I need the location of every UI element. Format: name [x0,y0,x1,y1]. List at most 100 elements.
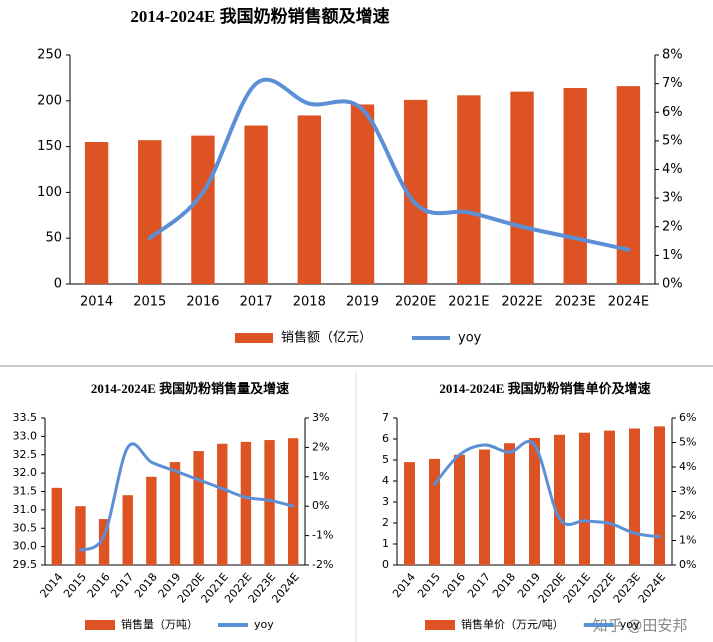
x-tick-label: 2019 [346,295,379,310]
bar [504,443,515,565]
bar [563,87,587,284]
y-tick-label: 0 [382,558,389,571]
x-tick-label: 2018 [490,571,518,601]
x-tick-label: 2014 [80,295,113,310]
y-tick-label: 29.5 [13,558,38,571]
line [147,77,631,252]
y2-tick-label: 0% [679,558,696,571]
legend-label: 销售量（万吨） [121,617,198,631]
bar [75,506,86,565]
x-tick-label: 2021E [448,295,489,310]
y-tick-label: 0 [54,277,62,292]
y2-tick-label: 1% [312,470,329,483]
y2-tick-label: 8% [662,48,683,63]
y-tick-label: 7 [382,411,389,424]
legend-swatch [425,620,455,630]
bar [244,125,268,284]
y-tick-label: 2 [382,516,389,529]
y2-tick-label: 3% [679,485,696,498]
y2-tick-label: 0% [312,499,329,512]
x-tick-label: 2022E [501,295,542,310]
y-tick-label: 50 [45,231,62,246]
chart-title: 2014-2024E 我国奶粉销售单价及增速 [439,381,650,396]
y2-tick-label: 2% [312,440,329,453]
bar [629,428,640,565]
bar [169,462,181,565]
x-tick-label: 2016 [440,571,468,601]
bar [529,437,540,565]
y2-tick-label: -2% [312,558,333,571]
y2-tick-label: 5% [679,436,696,449]
y2-tick-label: 1% [662,248,683,263]
chart-title: 2014-2024E 我国奶粉销售额及增速 [130,6,389,26]
watermark: 知乎 @田安邦 [593,617,688,635]
x-tick-label: 2017 [240,295,273,310]
legend-label: yoy [254,618,274,631]
x-tick-label: 2016 [186,295,219,310]
y2-tick-label: 5% [662,133,683,148]
bar [404,462,415,565]
chart-title: 2014-2024E 我国奶粉销售量及增速 [91,381,289,396]
bar [98,519,110,565]
bar [616,86,641,284]
x-tick-label: 2020E [395,295,436,310]
legend-label: 销售额（亿元） [281,330,372,346]
x-tick-label: 2015 [61,571,89,601]
y2-tick-label: 4% [662,162,683,177]
y2-tick-label: 3% [662,191,683,206]
y2-tick-label: 6% [662,105,683,120]
bar [350,104,375,285]
legend-label: 销售单价（万元/吨） [461,617,564,631]
legend-label: yoy [620,618,640,631]
y-tick-label: 6 [382,432,389,445]
y-tick-label: 33.5 [13,411,38,424]
y-tick-label: 200 [37,93,62,108]
bar [240,441,252,565]
bar [264,440,275,565]
y2-tick-label: 4% [679,460,696,473]
y2-tick-label: -1% [312,529,333,542]
y-tick-label: 5 [382,453,389,466]
bar [84,142,109,284]
legend-swatch [85,620,115,630]
bar [193,451,204,565]
bar [579,432,590,565]
x-tick-label: 2015 [133,295,166,310]
bar [191,135,215,284]
x-tick-label: 2017 [465,571,493,601]
x-tick-label: 2023E [555,295,596,310]
bar [604,430,615,565]
bar [287,438,299,565]
y-tick-label: 4 [382,474,389,487]
y2-tick-label: 6% [679,411,696,424]
y-tick-label: 100 [37,185,62,200]
bar [217,443,228,565]
line [433,439,661,539]
y-tick-label: 30.5 [13,521,38,534]
y-tick-label: 250 [37,48,62,63]
y2-tick-label: 1% [679,534,696,547]
bar [510,91,534,284]
bar [429,458,440,565]
y2-tick-label: 3% [312,411,329,424]
bar [454,454,465,565]
y-tick-label: 31.0 [13,503,38,516]
y2-tick-label: 2% [679,509,696,522]
bar [554,434,565,565]
x-tick-label: 2014 [390,571,418,601]
x-tick-label: 2016 [85,571,113,601]
y-tick-label: 32.0 [13,466,38,479]
y-tick-label: 150 [37,139,62,154]
y-tick-label: 31.5 [13,485,38,498]
legend-swatch [235,333,273,343]
y-tick-label: 1 [382,537,389,550]
x-tick-label: 2015 [415,571,443,601]
y-tick-label: 33.0 [13,429,38,442]
line [78,442,295,552]
bar [479,449,490,565]
y2-tick-label: 7% [662,76,683,91]
bar [297,115,322,285]
legend-label: yoy [458,331,482,346]
x-tick-label: 2018 [132,571,160,601]
